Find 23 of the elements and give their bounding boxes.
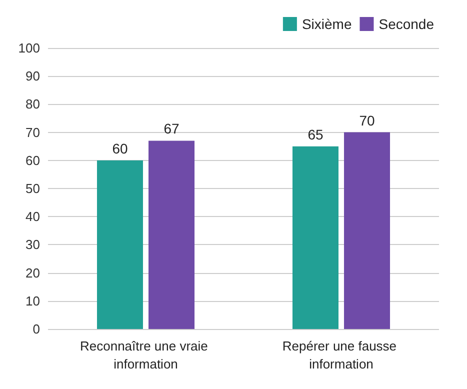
y-tick-label: 100	[18, 40, 40, 56]
legend-label: Seconde	[378, 16, 434, 32]
y-tick-label: 10	[26, 293, 40, 308]
y-tick-label: 80	[26, 96, 40, 112]
y-tick-label: 20	[26, 265, 40, 280]
bar	[292, 146, 338, 329]
y-tick-label: 60	[26, 152, 40, 168]
x-tick-label: Reconnaître une vraie information	[80, 338, 212, 372]
bar	[96, 160, 143, 329]
data-label: 67	[164, 120, 180, 137]
y-tick-label: 0	[32, 322, 40, 336]
y-tick-label: 50	[26, 181, 40, 196]
data-label: 60	[112, 140, 128, 156]
y-tick-label: 70	[26, 124, 40, 140]
y-tick-label: 90	[26, 68, 40, 84]
bar	[344, 132, 390, 329]
data-label: 70	[359, 112, 376, 128]
data-label: 65	[308, 126, 324, 142]
x-tick-label: Repérer une fausse information	[282, 338, 400, 372]
y-tick-label: 30	[26, 237, 40, 252]
bar	[148, 140, 195, 329]
y-tick-label: 40	[26, 209, 40, 224]
legend-label: Sixième	[302, 16, 352, 32]
